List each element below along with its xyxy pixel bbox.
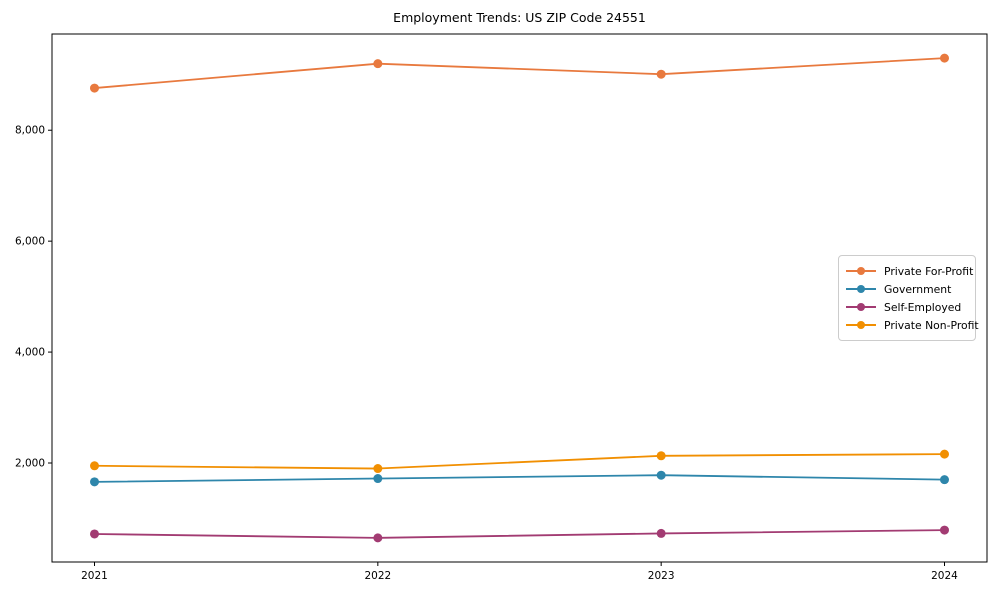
legend-item-private-non-profit: Private Non-Profit (846, 316, 979, 334)
y-tick-label: 4,000 (15, 347, 45, 359)
x-tick-label: 2022 (364, 570, 391, 582)
data-point (373, 533, 383, 543)
y-tick-label: 6,000 (15, 236, 45, 248)
legend-marker-icon (846, 320, 876, 330)
data-point (940, 53, 949, 63)
x-tick-label: 2023 (648, 570, 675, 582)
legend-label: Self-Employed (884, 300, 962, 314)
legend-item-government: Government (846, 280, 968, 298)
y-tick-label: 8,000 (15, 125, 45, 137)
legend-marker-icon (846, 266, 876, 276)
data-point (373, 474, 383, 484)
data-point (373, 59, 383, 69)
x-tick-label: 2024 (931, 570, 958, 582)
chart-legend: Private For-Profit Government Self-Employe… (838, 255, 979, 341)
legend-marker-icon (846, 302, 876, 312)
data-point (90, 477, 99, 487)
data-point (940, 449, 949, 459)
legend-label: Government (884, 282, 952, 296)
data-point (373, 464, 383, 474)
data-point (940, 475, 949, 485)
data-point (90, 461, 99, 471)
y-tick-label: 2,000 (15, 458, 45, 470)
legend-label: Private For-Profit (884, 264, 974, 278)
data-point (656, 451, 666, 461)
data-point (90, 83, 99, 93)
series-line-self-employed (94, 529, 945, 539)
legend-label: Private Non-Profit (884, 318, 979, 332)
legend-item-self-employed: Self-Employed (846, 298, 968, 316)
series-line-government (94, 474, 945, 483)
plot-area (51, 33, 988, 563)
legend-item-private-for-profit: Private For-Profit (846, 262, 973, 280)
data-point (656, 528, 666, 538)
data-point (90, 529, 99, 539)
data-point (656, 69, 666, 79)
data-point (656, 470, 666, 480)
series-line-private-non-profit (94, 453, 945, 470)
legend-marker-icon (846, 284, 876, 294)
series-line-private-for-profit (94, 57, 945, 89)
chart-title: Employment Trends: US ZIP Code 24551 (393, 10, 646, 25)
x-tick-label: 2021 (81, 570, 108, 582)
data-point (940, 525, 949, 535)
